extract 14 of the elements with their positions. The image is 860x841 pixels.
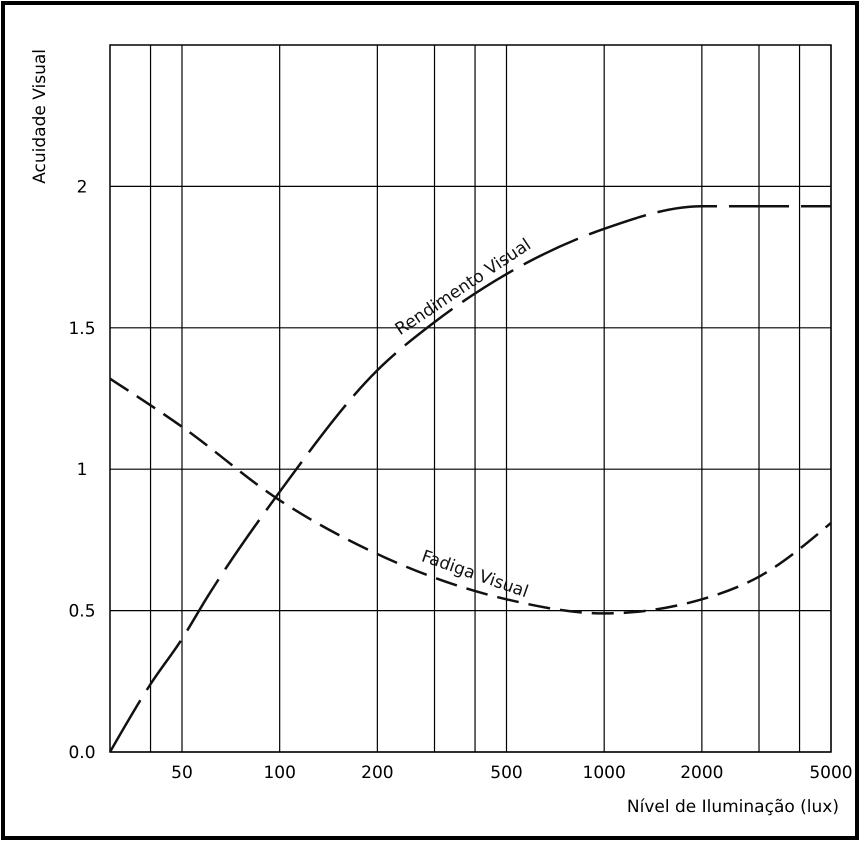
x-tick-label: 500 (490, 763, 523, 783)
x-tick-label: 5000 (809, 763, 853, 783)
x-axis-title: Nível de Iluminação (lux) (626, 797, 839, 817)
x-tick-label: 1000 (582, 763, 626, 783)
x-tick-label: 100 (263, 763, 296, 783)
y-tick-label: 1 (76, 460, 88, 480)
x-tick-label: 2000 (680, 763, 724, 783)
y-tick-label: 0.5 (68, 602, 96, 622)
x-tick-label: 200 (361, 763, 394, 783)
y-axis-title: Acuidade Visual (30, 49, 50, 184)
y-tick-label: 2 (76, 177, 88, 198)
y-tick-label: 1.5 (68, 318, 96, 339)
x-tick-label: 50 (171, 763, 193, 783)
y-tick-label: 0.0 (68, 743, 96, 763)
